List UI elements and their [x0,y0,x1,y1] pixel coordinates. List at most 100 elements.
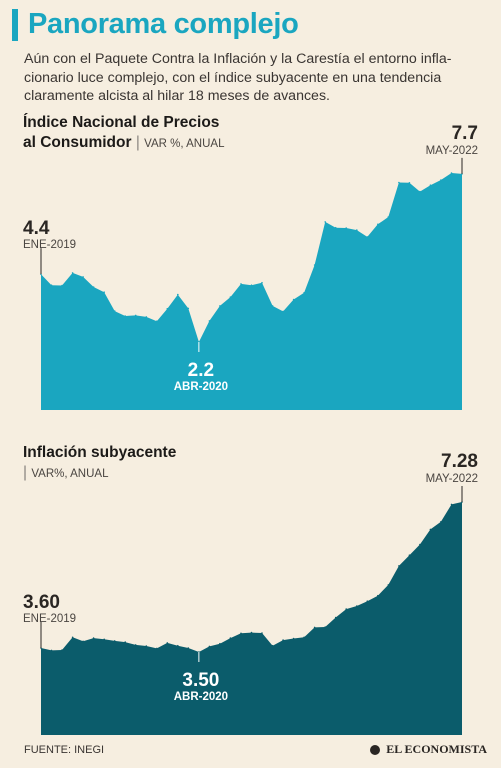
chart2-point [345,608,348,610]
chart1-point [208,320,211,322]
chart2-end-label: MAY-2022 [426,473,478,485]
chart2-point [145,645,148,647]
chart2-low-value: 3.50 [182,670,219,691]
chart1-point [440,179,442,181]
chart1-point [92,286,95,288]
chart1-point [71,272,74,274]
chart1-area [41,173,462,410]
chart1-point [408,182,411,184]
chart1-point [377,223,379,226]
chart2-area [41,502,462,735]
chart2-low-label: ABR-2020 [174,691,228,703]
chart2-point [92,637,95,639]
chart2-point [377,594,379,597]
chart2-point [240,632,242,635]
chart2-point [113,640,116,642]
chart1-point [271,305,274,307]
chart2-point [450,503,453,506]
chart1-unit-separator: | [135,134,140,151]
chart1-point [345,227,348,229]
chart2-point [61,649,63,651]
chart1-point [219,305,221,307]
chart1-point [82,276,84,278]
chart1-point [134,314,137,317]
brand-mark-icon [370,744,381,755]
chart1-point [450,172,453,174]
chart2-point [71,636,74,639]
chart1-point [50,284,53,287]
chart1-low-value: 2.2 [188,360,214,381]
chart2-point [303,636,305,639]
chart1-point [324,221,327,223]
chart2-point [250,631,253,634]
chart2-unit-separator: | [23,464,28,481]
chart2-point [103,638,105,641]
chart2-title: Inflación subyacente | VAR%, ANUAL [23,443,176,484]
chart1-point [419,190,421,193]
chart1-point [334,226,337,229]
chart1-unit: VAR %, ANUAL [144,138,225,150]
brand-logo: EL ECONOMISTA [370,742,487,757]
chart2-point [408,554,411,556]
chart1-point [166,307,169,310]
chart2-start-label: ENE-2019 [23,613,76,625]
brand-name: EL ECONOMISTA [386,742,487,756]
page-title: Panorama complejo [28,8,299,40]
chart1-title-line1: Índice Nacional de Precios [23,114,220,131]
chart1-point [356,229,358,231]
chart1-end-label: MAY-2022 [426,145,478,157]
title-accent-bar [12,8,18,41]
chart2-point [219,642,221,645]
chart2-point [166,642,169,644]
chart1-point [103,291,105,294]
chart1-point [177,293,179,296]
chart2-point [156,647,158,650]
chart1-point [366,236,369,238]
chart1-point [303,292,305,294]
chart2-title-line1: Inflación subyacente [23,444,177,461]
chart2-end-value: 7.28 [441,451,478,472]
chart1-point [61,284,63,287]
chart2-point [134,644,137,646]
chart1-point [313,264,316,266]
chart2-point [313,626,316,629]
chart2-point [229,637,232,639]
chart1-end-value: 7.7 [452,123,478,144]
chart2-point [366,600,369,602]
chart1-title-line2: al Consumidor [23,134,132,151]
chart1-point [282,310,284,313]
source-note: FUENTE: INEGI [24,744,105,756]
intro-text: Aún con el Paquete Contra la Inflación y… [24,51,452,104]
chart2-point [398,565,400,567]
chart2-unit: VAR%, ANUAL [31,468,109,480]
chart2-point [324,626,327,628]
title-bar: Panorama complejo [12,8,299,41]
chart2-point [429,528,432,531]
chart1-point [429,184,432,186]
chart1-point [145,316,148,318]
chart1-point [292,298,295,301]
chart2-point [419,543,421,546]
chart2-point [261,632,263,634]
chart2-point [50,649,53,652]
chart2-point [177,644,179,647]
chart1-point [261,281,263,284]
chart1-title: Índice Nacional de Precios al Consumidor… [23,113,225,154]
chart1-point [387,216,390,218]
chart2-point [387,584,390,586]
chart2-point [334,616,337,619]
chart1-point [113,310,116,312]
chart1-point [124,315,126,317]
chart2-point [282,639,284,641]
chart2-point [208,645,211,648]
chart1-start-value: 4.4 [23,218,50,239]
chart2-point [124,641,126,643]
chart2-point [440,521,442,523]
chart2-point [271,644,274,647]
chart1-point [250,284,253,287]
chart1-point [156,320,158,323]
chart2-point [356,605,358,607]
chart2-point [187,647,190,649]
chart2-start-value: 3.60 [23,592,60,613]
